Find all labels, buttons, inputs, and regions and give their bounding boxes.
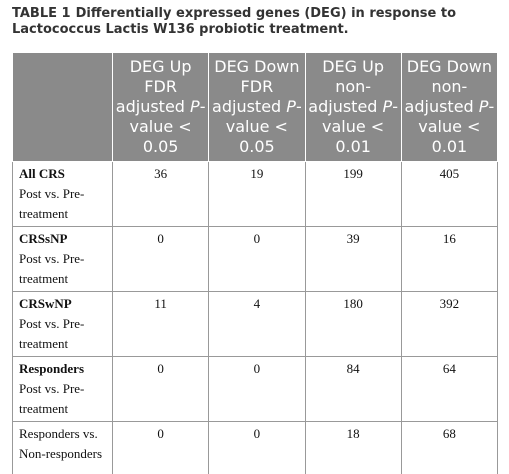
row-subtitle: Post vs. Pre-treatment xyxy=(19,316,85,351)
corner-cell xyxy=(12,52,113,162)
cell-value: 0 xyxy=(111,226,210,292)
header-text: DEG Down FDR adjusted xyxy=(212,57,300,116)
header-text: DEG Down non-adjusted xyxy=(404,57,492,116)
cell-value: 68 xyxy=(400,421,499,474)
cell-value: 180 xyxy=(304,291,402,357)
cell-value: 0 xyxy=(208,421,306,474)
data-row: CRSsNP Post vs. Pre-treatment 0 0 39 16 xyxy=(12,226,499,292)
header-row: DEG Up FDR adjusted P-value < 0.05 DEG Do… xyxy=(12,52,499,162)
row-subtitle: Post vs. Pre-treatment xyxy=(19,186,85,221)
row-subtitle: Post vs. Pre-treatment xyxy=(19,381,85,416)
header-text: P xyxy=(286,97,296,116)
cell-value: 18 xyxy=(304,421,402,474)
cell-value: 0 xyxy=(208,356,306,422)
header-text: -value < 0.01 xyxy=(418,97,495,156)
column-header: DEG Up non-adjusted P-value < 0.01 xyxy=(304,52,402,162)
data-row: Responders vs. Non-responders 0 0 18 68 xyxy=(12,421,499,474)
cell-value: 64 xyxy=(400,356,499,422)
cell-value: 199 xyxy=(304,161,402,227)
row-label: All CRS Post vs. Pre-treatment xyxy=(12,161,113,227)
row-label: Responders vs. Non-responders xyxy=(12,421,113,474)
row-label: CRSwNP Post vs. Pre-treatment xyxy=(12,291,113,357)
cell-value: 84 xyxy=(304,356,402,422)
header-text: -value < 0.01 xyxy=(322,97,398,156)
row-label: Responders Post vs. Pre-treatment xyxy=(12,356,113,422)
cell-value: 19 xyxy=(208,161,306,227)
row-title: Responders xyxy=(19,361,85,376)
cell-value: 16 xyxy=(400,226,499,292)
cell-value: 39 xyxy=(304,226,402,292)
header-text: P xyxy=(382,97,393,116)
cell-value: 0 xyxy=(111,356,210,422)
header-text: -value < 0.05 xyxy=(225,97,302,156)
row-subtitle: Responders vs. Non-responders xyxy=(19,426,103,461)
row-title: All CRS xyxy=(19,166,65,181)
row-title: CRSsNP xyxy=(19,231,68,246)
header-text: P xyxy=(190,97,200,116)
column-header: DEG Down non-adjusted P-value < 0.01 xyxy=(400,52,499,162)
column-header: DEG Up FDR adjusted P-value < 0.05 xyxy=(111,52,210,162)
caption-text: Differentially expressed genes (DEG) in … xyxy=(12,6,456,37)
cell-value: 4 xyxy=(208,291,306,357)
header-text: P xyxy=(478,97,489,116)
cell-value: 11 xyxy=(111,291,210,357)
row-subtitle: Post vs. Pre-treatment xyxy=(19,251,85,286)
row-label: CRSsNP Post vs. Pre-treatment xyxy=(12,226,113,292)
header-text: DEG Up non-adjusted xyxy=(308,57,385,116)
cell-value: 0 xyxy=(111,421,210,474)
header-text: DEG Up FDR adjusted xyxy=(115,57,192,116)
cell-value: 405 xyxy=(400,161,499,227)
cell-value: 36 xyxy=(111,161,210,227)
header-text: -value < 0.05 xyxy=(129,97,206,156)
table: DEG Up FDR adjusted P-value < 0.05 DEG Do… xyxy=(12,52,499,474)
data-row: Responders Post vs. Pre-treatment 0 0 84 64 xyxy=(12,356,499,422)
caption: TABLE 1 Differentially expressed genes (D… xyxy=(12,6,502,38)
caption-label: TABLE 1 xyxy=(12,6,71,21)
column-header: DEG Down FDR adjusted P-value < 0.05 xyxy=(208,52,306,162)
data-row: All CRS Post vs. Pre-treatment 36 19 199 405 xyxy=(12,161,499,227)
cell-value: 392 xyxy=(400,291,499,357)
row-title: CRSwNP xyxy=(19,296,72,311)
data-row: CRSwNP Post vs. Pre-treatment 11 4 180 392 xyxy=(12,291,499,357)
cell-value: 0 xyxy=(208,226,306,292)
